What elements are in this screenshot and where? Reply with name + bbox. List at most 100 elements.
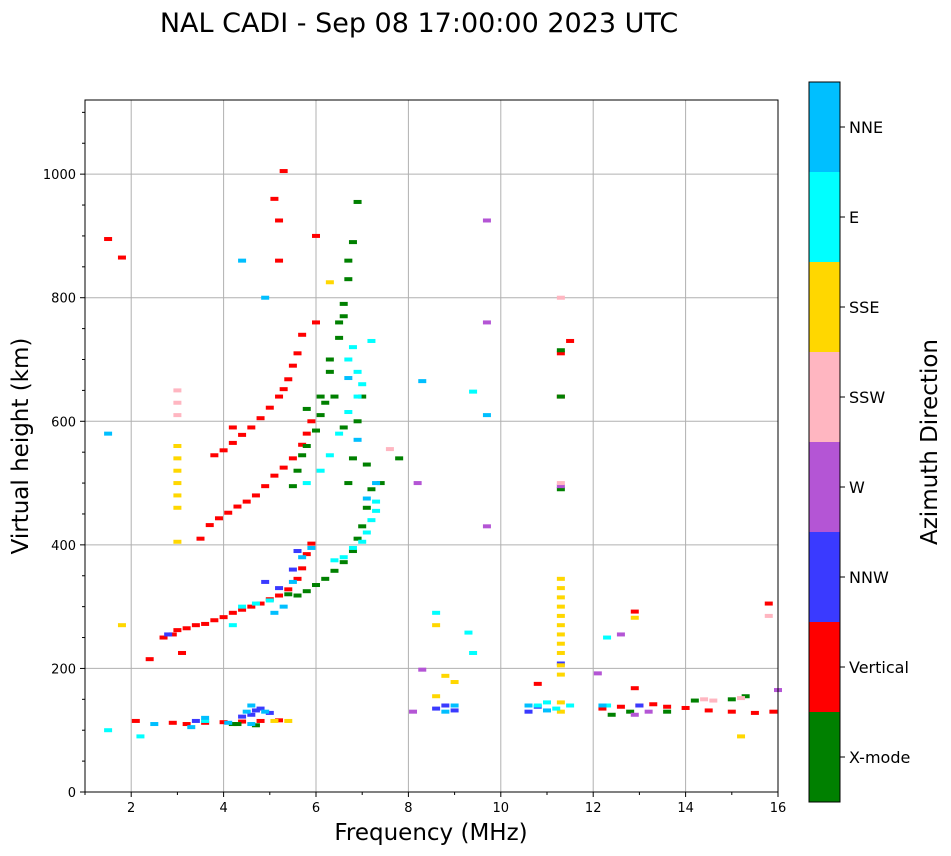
point-sse — [173, 481, 182, 486]
point-e — [136, 734, 145, 739]
point-x-mode — [362, 462, 371, 467]
point-sse — [556, 672, 565, 677]
point-x-mode — [690, 698, 699, 703]
point-nne — [418, 379, 427, 384]
point-ssw — [385, 447, 394, 452]
colorbar-label-x-mode: X-mode — [849, 748, 910, 767]
point-x-mode — [293, 593, 302, 598]
x-tick-label: 14 — [677, 801, 694, 816]
point-sse — [556, 613, 565, 618]
x-tick-label: 10 — [493, 801, 510, 816]
point-vertical — [312, 320, 320, 325]
point-sse — [173, 468, 182, 473]
y-tick-label: 800 — [51, 292, 76, 307]
point-x-mode — [302, 406, 311, 411]
point-sse — [556, 576, 565, 581]
colorbar-segment-w — [809, 442, 840, 532]
point-x-mode — [293, 468, 302, 473]
point-sse — [441, 673, 450, 678]
point-sse — [270, 718, 279, 723]
point-e — [201, 718, 210, 723]
point-sse — [284, 718, 293, 723]
azimuth-colorbar: X-mode Vertical NNW W SSW SSE E NNE — [808, 81, 910, 803]
point-nne — [307, 545, 316, 550]
point-vertical — [104, 237, 113, 242]
point-x-mode — [353, 199, 362, 204]
point-nnw — [293, 549, 302, 554]
point-nne — [450, 703, 459, 708]
point-e — [552, 706, 561, 711]
point-vertical — [210, 453, 219, 458]
point-vertical — [168, 632, 177, 637]
point-sse — [117, 623, 126, 628]
point-vertical — [750, 710, 759, 715]
point-w — [482, 218, 491, 223]
point-x-mode — [556, 348, 565, 353]
point-nne — [344, 376, 353, 381]
point-vertical — [298, 332, 307, 337]
point-vertical — [630, 609, 639, 614]
point-vertical — [566, 338, 575, 343]
point-nne — [372, 481, 381, 486]
point-x-mode — [298, 453, 307, 458]
point-vertical — [256, 416, 265, 421]
point-vertical — [279, 169, 288, 174]
point-sse — [630, 615, 639, 620]
point-sse — [556, 663, 565, 668]
point-vertical — [293, 351, 302, 356]
point-sse — [173, 505, 182, 510]
point-x-mode — [312, 428, 320, 433]
x-axis-ticks: 2 4 6 8 10 12 14 16 — [84, 792, 786, 816]
point-nnw — [450, 708, 459, 713]
point-vertical — [145, 657, 154, 662]
colorbar-label-vertical: Vertical — [849, 658, 909, 677]
x-tick-label: 6 — [312, 801, 320, 816]
point-x-mode — [727, 697, 736, 702]
plot-frame — [84, 99, 779, 793]
point-ssw — [764, 613, 773, 618]
point-vertical — [238, 719, 247, 724]
point-x-mode — [321, 400, 330, 405]
point-vertical — [219, 448, 228, 453]
point-nne — [150, 722, 159, 727]
point-nnw — [635, 703, 644, 708]
point-vertical — [275, 258, 284, 263]
point-e — [104, 728, 113, 733]
point-e — [372, 508, 381, 513]
point-sse — [556, 632, 565, 637]
point-nne — [247, 703, 256, 708]
colorbar-label-nne: NNE — [849, 118, 883, 137]
point-sse — [173, 493, 182, 498]
point-x-mode — [741, 694, 750, 699]
x-tick-label: 8 — [404, 801, 412, 816]
point-w — [482, 524, 491, 529]
point-x-mode — [362, 505, 371, 510]
point-w — [593, 671, 602, 676]
point-e — [358, 539, 367, 544]
point-e — [344, 410, 353, 415]
point-vertical — [233, 504, 242, 509]
point-vertical — [307, 541, 316, 546]
point-x-mode — [358, 394, 367, 399]
point-e — [335, 431, 344, 436]
x-axis-label: Frequency (MHz) — [334, 820, 527, 846]
point-vertical — [159, 635, 168, 640]
point-nne — [441, 709, 450, 714]
point-x-mode — [376, 481, 385, 486]
point-sse — [556, 700, 565, 705]
point-vertical — [630, 686, 639, 691]
point-vertical — [247, 425, 256, 430]
point-w — [413, 481, 422, 486]
y-tick-label: 0 — [68, 786, 76, 801]
point-x-mode — [251, 723, 260, 728]
point-w — [482, 320, 491, 325]
point-vertical — [261, 484, 270, 489]
point-sse — [432, 694, 441, 699]
point-w — [418, 667, 427, 672]
point-nne — [270, 610, 279, 615]
point-nne — [187, 725, 196, 730]
point-vertical — [275, 718, 284, 723]
point-sse — [432, 623, 441, 628]
point-nnw — [261, 579, 270, 584]
